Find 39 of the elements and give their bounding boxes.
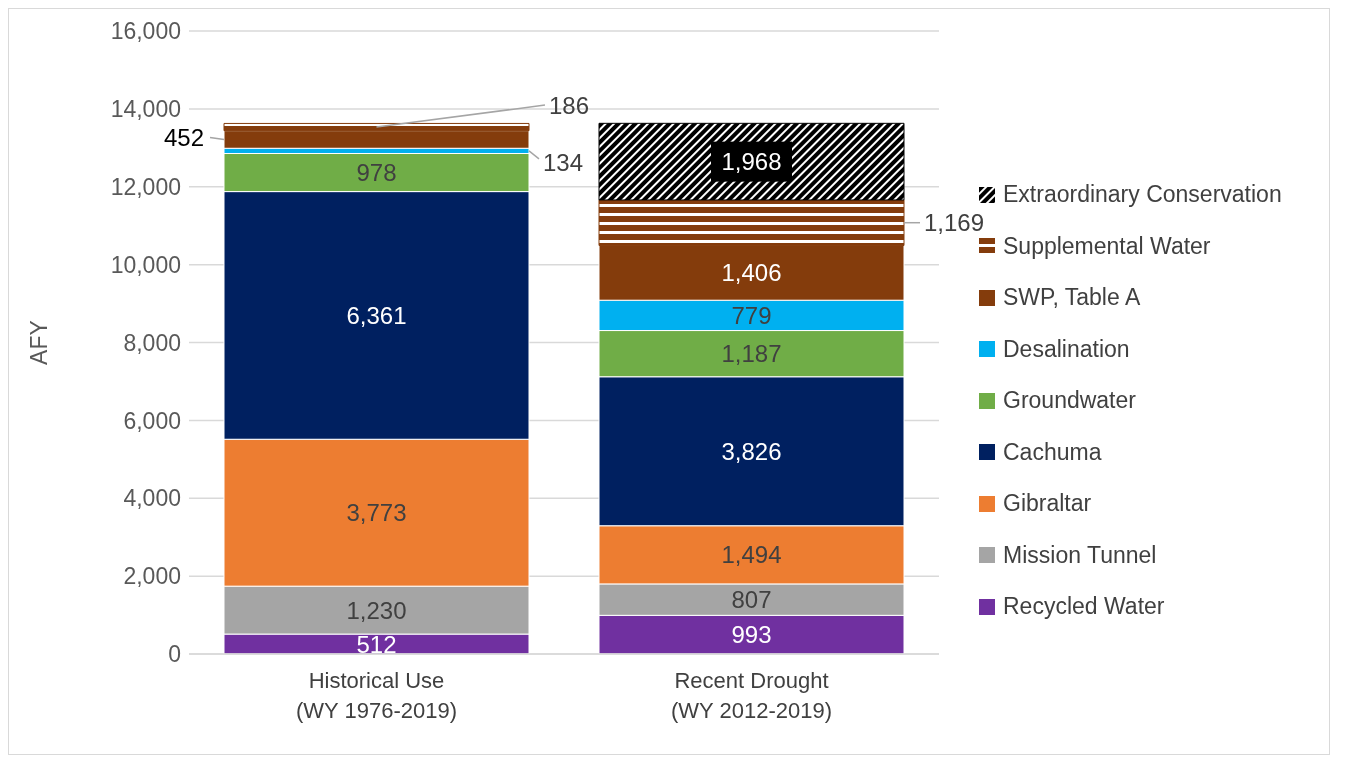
legend-label: Cachuma <box>1003 437 1102 467</box>
bar <box>598 122 905 201</box>
data-label: 186 <box>549 91 590 119</box>
data-label: 1,494 <box>721 541 782 569</box>
data-label: 512 <box>356 630 397 658</box>
y-tick-label: 10,000 <box>110 251 181 278</box>
y-tick-label: 12,000 <box>110 173 181 200</box>
data-label: 1,968 <box>721 148 782 176</box>
data-label: 1,169 <box>924 209 985 237</box>
y-tick-label: 4,000 <box>123 485 181 512</box>
data-label: 134 <box>543 149 584 177</box>
y-tick-label: 8,000 <box>123 329 181 356</box>
data-label: 978 <box>356 159 397 187</box>
x-tick-label: Historical Use (WY 1976-2019) <box>295 668 458 723</box>
data-label: 1,406 <box>721 259 782 287</box>
data-label: 6,361 <box>346 301 407 329</box>
data-label: 993 <box>731 621 772 649</box>
y-tick-label: 2,000 <box>123 563 181 590</box>
data-label: 779 <box>731 301 772 329</box>
data-label: 1,187 <box>721 340 782 368</box>
y-tick-label: 6,000 <box>123 407 181 434</box>
y-tick-label: 0 <box>168 641 181 668</box>
legend-label: SWP, Table A <box>1003 283 1141 312</box>
y-tick-label: 14,000 <box>110 96 181 123</box>
x-tick-label: Recent Drought (WY 2012-2019) <box>670 668 833 723</box>
legend-label: Desalination <box>1003 334 1130 364</box>
data-label: 807 <box>731 586 772 614</box>
data-label: 452 <box>163 123 204 151</box>
data-label: 3,826 <box>721 437 782 465</box>
legend-label: Gibraltar <box>1003 489 1092 518</box>
data-label: 3,773 <box>346 499 407 527</box>
legend-label: Extraordinary Conservation <box>1003 180 1282 209</box>
data-label: 1,230 <box>346 596 407 624</box>
legend-label: Recycled Water <box>1003 592 1165 621</box>
y-tick-label: 16,000 <box>110 18 181 45</box>
legend-label: Supplemental Water <box>1003 231 1211 261</box>
y-axis-title: AFY <box>26 320 53 365</box>
legend-label: Groundwater <box>1003 386 1136 415</box>
legend-label: Mission Tunnel <box>1003 540 1157 570</box>
